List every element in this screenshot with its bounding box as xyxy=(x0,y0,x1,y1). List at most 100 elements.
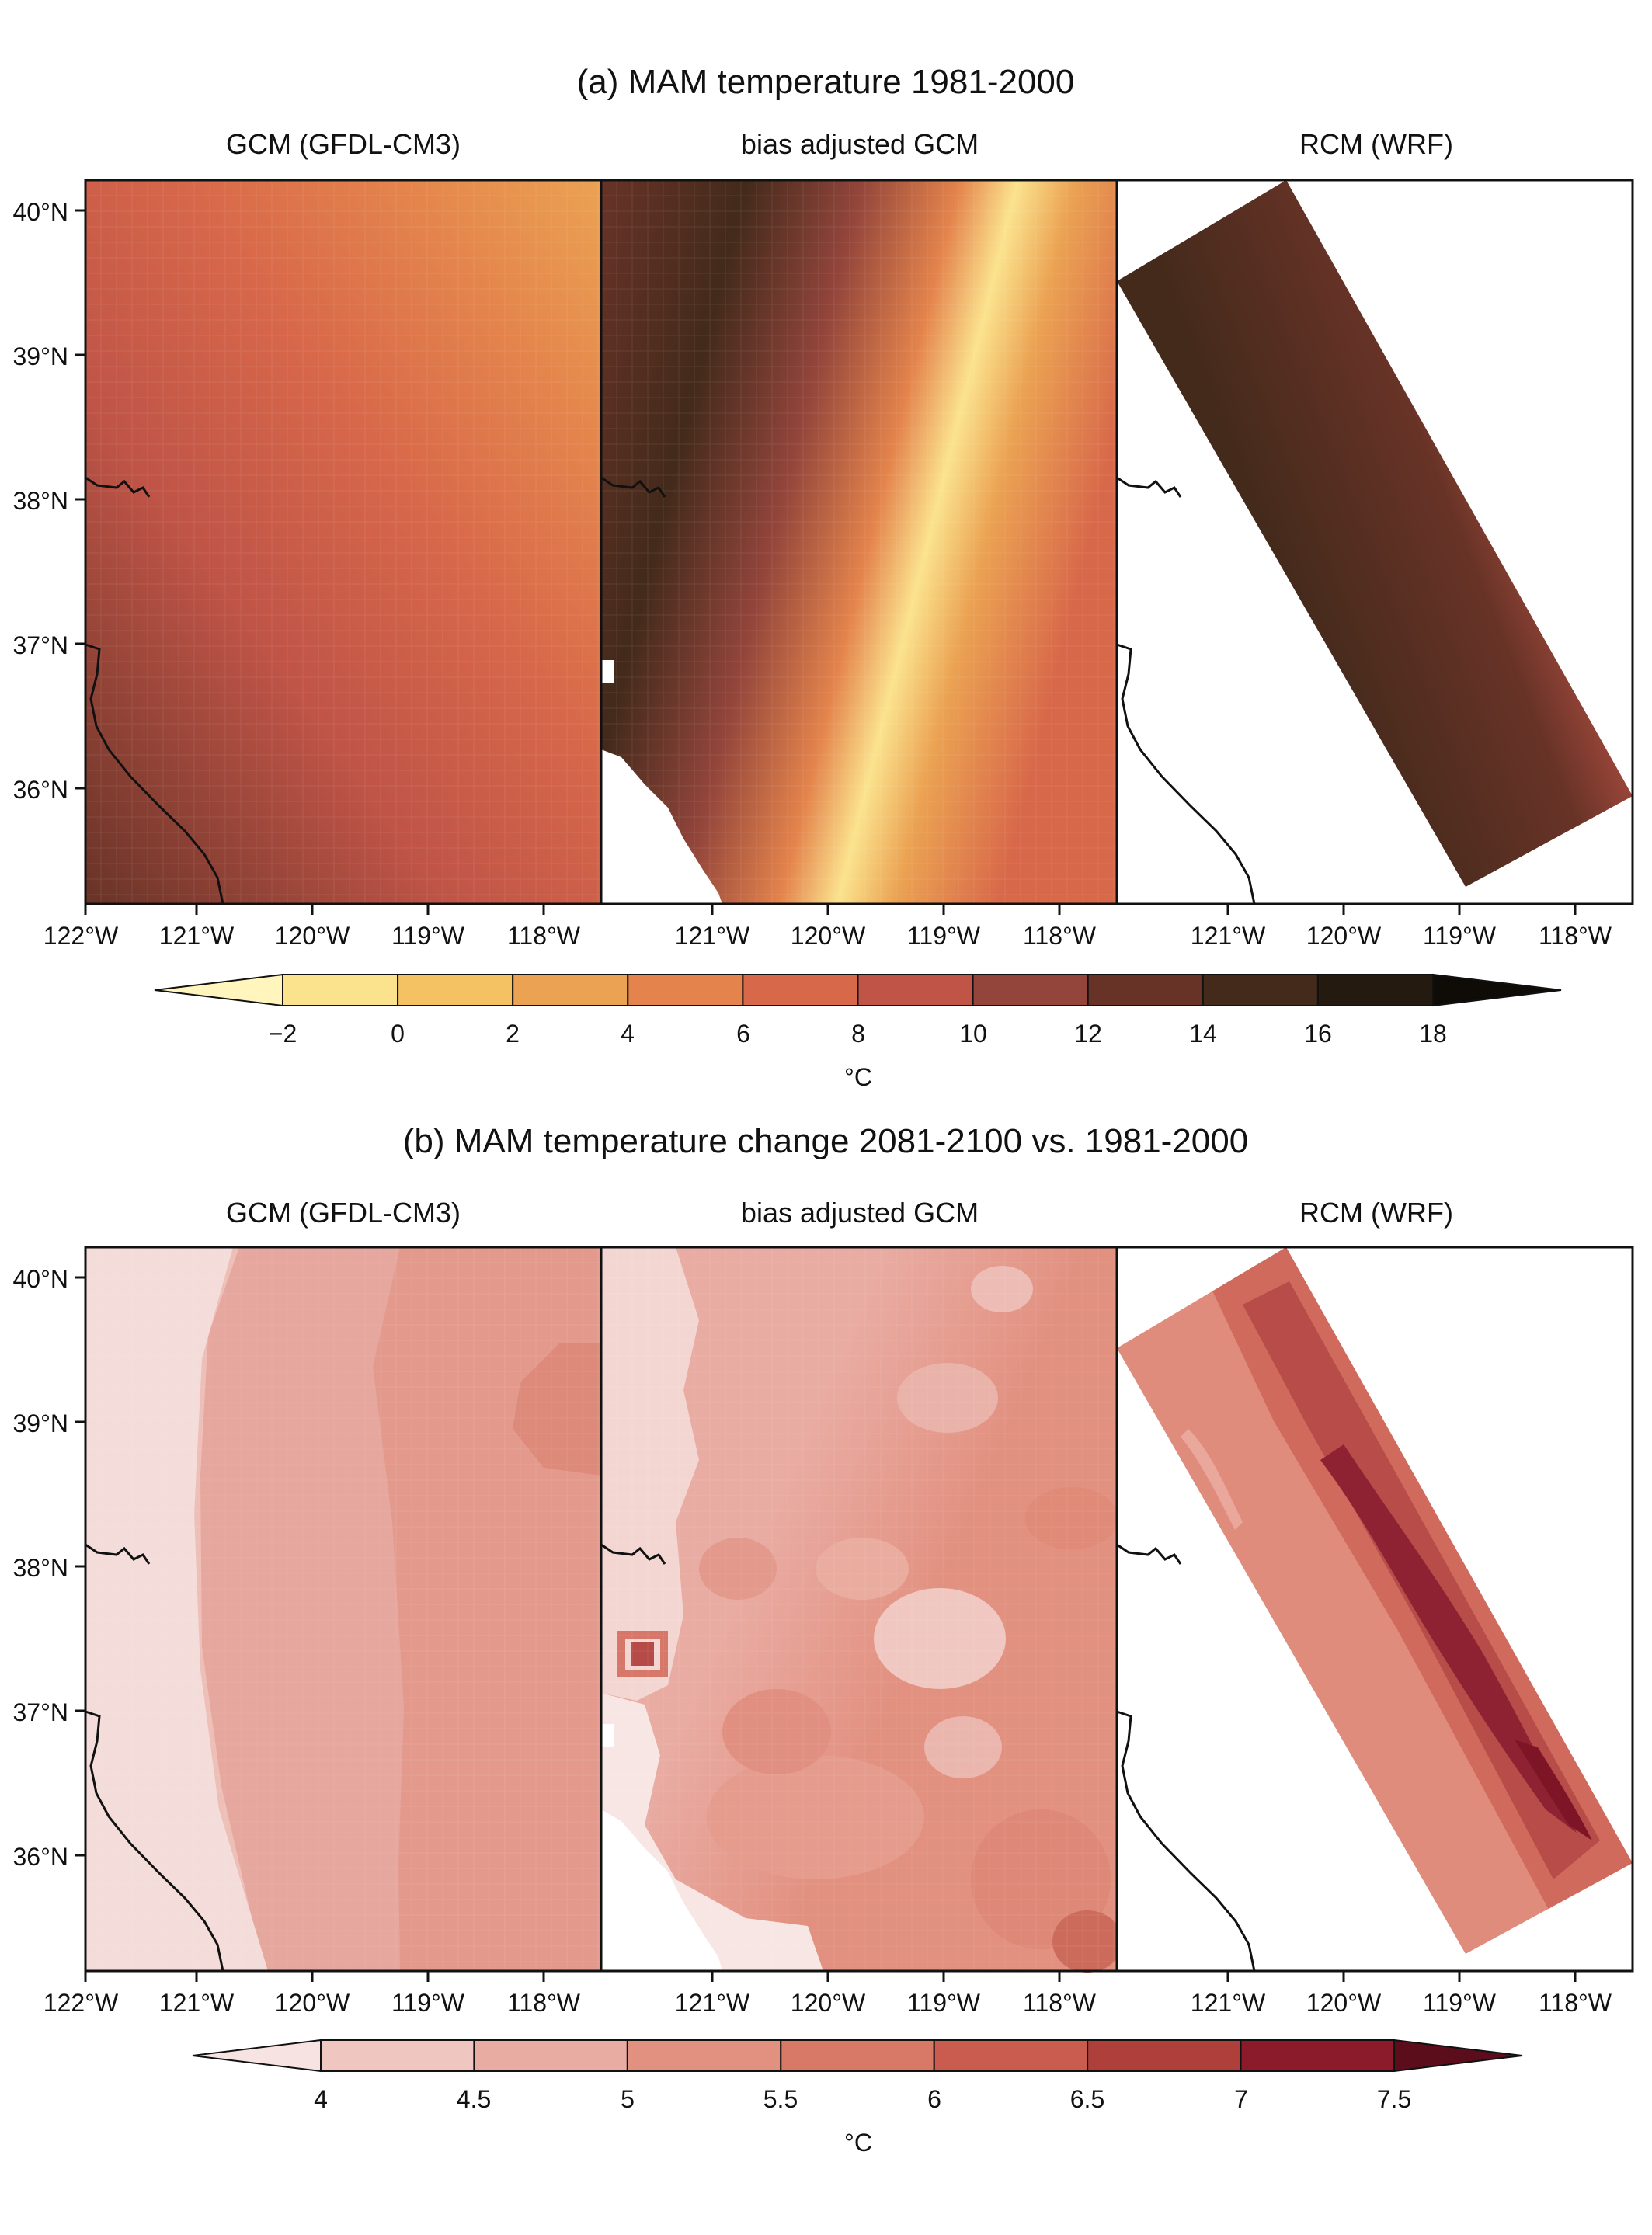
map-b-bias-ocean xyxy=(601,1724,722,1971)
colorbar-cell xyxy=(512,974,629,1006)
bias-hotspot-coast-ring xyxy=(617,1631,668,1677)
bias-patch-2 xyxy=(1025,1487,1118,1549)
map-a-bias-field xyxy=(601,180,1117,904)
panel-b-lon-axis: 122°W 121°W 120°W 119°W 118°W 121°W 120°… xyxy=(43,1971,1612,2017)
lon-label-120-b-rcm: 120°W xyxy=(1306,1989,1382,2017)
cbar-b-unit: °C xyxy=(844,2129,872,2157)
lon-label-120-a-bias: 120°W xyxy=(791,922,866,950)
colorbar-cell xyxy=(626,2039,782,2072)
map-a-rcm xyxy=(1117,180,1633,904)
colorbar-cell xyxy=(742,974,859,1006)
rcm-b-crest xyxy=(1320,1444,1577,1833)
map-a-bias-ocean xyxy=(601,660,722,904)
lon-label-119-b-bias: 119°W xyxy=(907,1989,981,2017)
lat-label-40-a: 40°N xyxy=(13,198,69,226)
map-a-rcm-domain xyxy=(1117,180,1633,887)
panel-b-frames xyxy=(84,1246,1634,1973)
grid-cell-lines xyxy=(85,1247,601,1971)
lat-label-38-a: 38°N xyxy=(13,487,69,515)
colorbar-cell xyxy=(1240,2039,1395,2072)
cbar-a-tick-9: 16 xyxy=(1304,1020,1332,1048)
colorbar-cell xyxy=(397,974,514,1006)
bias-patch-4 xyxy=(707,1755,924,1879)
colorbar-cell xyxy=(1316,974,1435,1006)
map-b-rcm-bands xyxy=(1181,1247,1633,1918)
map-b-bias xyxy=(601,1247,1122,1973)
panel-a-col-bias: bias adjusted GCM xyxy=(741,128,979,160)
panel-b-col-rcm: RCM (WRF) xyxy=(1299,1197,1453,1229)
colorbar-cell xyxy=(473,2039,628,2072)
colorbar-cell xyxy=(857,974,974,1006)
grid-cell-lines xyxy=(601,180,1117,904)
lon-label-120-a-gcm: 120°W xyxy=(275,922,350,950)
map-b-gcm xyxy=(85,1247,601,1971)
lon-label-120-b-gcm: 120°W xyxy=(275,1989,350,2017)
cbar-b-tick-2: 5 xyxy=(621,2085,635,2113)
bias-patch-6 xyxy=(1052,1910,1122,1973)
bias-hotspot-coast xyxy=(631,1642,654,1666)
lat-label-39-a: 39°N xyxy=(13,342,69,370)
coastline-b-bias xyxy=(600,1543,666,1565)
cbar-a-tick-7: 12 xyxy=(1074,1020,1102,1048)
panel-a-lon-axis: 122°W 121°W 120°W 119°W 118°W 121°W 120°… xyxy=(43,904,1612,950)
panel-b-lat-axis: 40°N 39°N 38°N 37°N 36°N xyxy=(13,1265,85,1871)
bias-patch-10 xyxy=(924,1716,1002,1778)
frame-b-rcm xyxy=(1115,1246,1634,1973)
panel-a-coastlines xyxy=(85,476,1256,905)
lon-label-118-a-gcm: 118°W xyxy=(507,922,581,950)
colorbar-max-triangle xyxy=(1432,973,1562,1007)
cbar-a-tick-0: −2 xyxy=(269,1020,297,1048)
panel-a-col-gcm: GCM (GFDL-CM3) xyxy=(226,128,461,160)
lon-label-119-b-rcm: 119°W xyxy=(1423,1989,1497,2017)
panel-b-col-bias: bias adjusted GCM xyxy=(741,1197,979,1229)
colorbar-cell xyxy=(1087,974,1204,1006)
lon-label-121-a-rcm: 121°W xyxy=(1191,922,1266,950)
lon-label-118-b-gcm: 118°W xyxy=(507,1989,581,2017)
lon-label-118-a-bias: 118°W xyxy=(1023,922,1097,950)
cbar-b-tick-6: 7 xyxy=(1234,2085,1248,2113)
lon-label-118-b-rcm: 118°W xyxy=(1539,1989,1612,2017)
coastline-b-gcm xyxy=(85,1543,224,1972)
coastline-b-rcm xyxy=(1116,1543,1256,1972)
colorbar-min-triangle xyxy=(154,973,283,1007)
cbar-b-tick-1: 4.5 xyxy=(457,2085,491,2113)
cbar-a-tick-3: 4 xyxy=(621,1020,635,1048)
coastline-a-gcm xyxy=(85,476,224,905)
lon-label-119-a-rcm: 119°W xyxy=(1423,922,1497,950)
map-b-bias-patches xyxy=(699,1266,1122,1973)
map-a-gcm-field xyxy=(85,180,601,904)
panel-a-maps xyxy=(85,180,1633,904)
colorbar-b-labels: 4 4.5 5 5.5 6 6.5 7 7.5 °C xyxy=(314,2085,1411,2157)
bias-patch-3 xyxy=(897,1363,998,1433)
lat-label-37-b: 37°N xyxy=(13,1698,69,1726)
cbar-a-tick-8: 14 xyxy=(1189,1020,1217,1048)
cbar-b-tick-5: 6.5 xyxy=(1070,2085,1104,2113)
colorbar-cell xyxy=(1087,2039,1242,2072)
frame-a-rcm xyxy=(1115,179,1634,905)
lat-label-36-b: 36°N xyxy=(13,1843,69,1871)
map-b-gcm-hotspot xyxy=(513,1343,601,1476)
colorbar-cell xyxy=(933,2039,1089,2072)
map-b-gcm-gridlines xyxy=(85,1247,601,1971)
map-a-bias xyxy=(601,180,1117,904)
colorbar-cell xyxy=(1202,974,1319,1006)
map-b-gcm-west-zone xyxy=(85,1247,268,1971)
grid-cell-lines xyxy=(85,180,601,904)
colorbar-a-labels: −2 0 2 4 6 8 10 12 14 16 18 °C xyxy=(269,1020,1447,1091)
cbar-a-unit: °C xyxy=(844,1063,872,1091)
lon-label-121-b-bias: 121°W xyxy=(675,1989,750,2017)
colorbar-max-triangle xyxy=(1393,2039,1523,2073)
rcm-b-light-strip xyxy=(1181,1429,1243,1530)
grid-cell-lines xyxy=(601,1247,1117,1971)
coastline-a-rcm xyxy=(1116,476,1256,905)
lon-label-121-b-rcm: 121°W xyxy=(1191,1989,1266,2017)
panel-a-frames xyxy=(84,179,1634,905)
map-b-bias-west-zone xyxy=(601,1247,699,1701)
panel-a-title: (a) MAM temperature 1981-2000 xyxy=(577,63,1075,101)
bias-patch-11 xyxy=(699,1538,777,1600)
lon-label-120-a-rcm: 120°W xyxy=(1306,922,1382,950)
map-b-rcm xyxy=(1117,1247,1633,1971)
lon-label-121-a-bias: 121°W xyxy=(675,922,750,950)
